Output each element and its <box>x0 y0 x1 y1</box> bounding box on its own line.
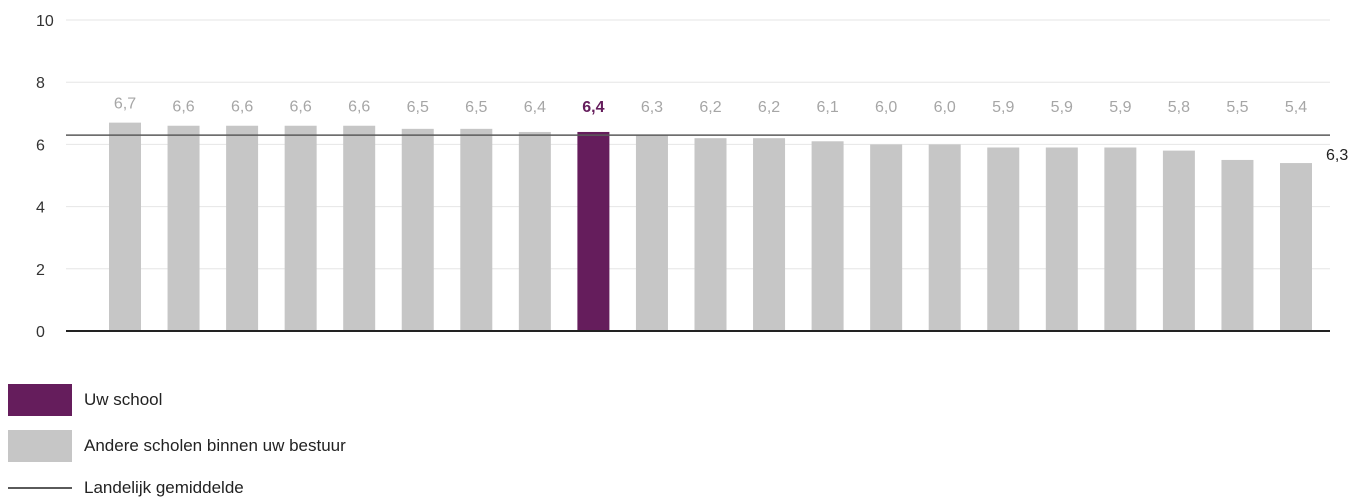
bar-value-label: 5,9 <box>1051 99 1073 116</box>
bar-value-label: 6,4 <box>582 99 604 116</box>
bar-value-label: 6,5 <box>465 99 487 116</box>
bar-value-label: 5,9 <box>992 99 1014 116</box>
bar-value-label: 6,0 <box>875 99 897 116</box>
bar-value-label: 6,0 <box>934 99 956 116</box>
y-tick-label: 0 <box>36 324 45 341</box>
bar-value-label: 6,5 <box>407 99 429 116</box>
bar <box>460 128 493 331</box>
bar-chart: 0 2 4 6 8 10 6,7 6,6 6,6 6,6 6,6 6,5 6,5 6,4 6,4 6,3 6,2… <box>36 13 1348 341</box>
bar-value-label: 6,6 <box>231 99 253 116</box>
bar-value-label: 5,9 <box>1109 99 1131 116</box>
bar <box>284 125 317 332</box>
legend-item-andere-scholen: Andere scholen binnen uw bestuur <box>8 430 346 462</box>
bar <box>1162 150 1195 331</box>
reference-line-label: 6,3 <box>1326 147 1348 164</box>
bar-value-label: 6,4 <box>524 99 546 116</box>
bar <box>343 125 376 332</box>
bar <box>109 122 141 331</box>
bar <box>1221 159 1254 331</box>
legend-line-landelijk-gemiddelde <box>8 487 72 489</box>
legend-swatch-uw-school <box>8 384 72 416</box>
legend-swatch-andere-scholen <box>8 430 72 462</box>
bar-value-label: 5,4 <box>1285 99 1307 116</box>
legend-item-landelijk-gemiddelde: Landelijk gemiddelde <box>8 476 244 500</box>
legend-label: Landelijk gemiddelde <box>84 478 244 497</box>
bar-value-label: 5,5 <box>1226 99 1248 116</box>
bar <box>226 125 259 332</box>
legend-item-uw-school: Uw school <box>8 384 162 416</box>
bar <box>167 125 200 332</box>
bar <box>401 128 434 331</box>
y-tick-label: 4 <box>36 200 45 217</box>
bar <box>753 138 786 331</box>
bar <box>518 131 551 331</box>
legend-label: Uw school <box>84 390 163 409</box>
bar-value-label: 5,8 <box>1168 99 1190 116</box>
bar <box>928 144 961 331</box>
bar-value-label: 6,6 <box>172 99 194 116</box>
y-tick-label: 6 <box>36 137 45 154</box>
bar-value-label: 6,2 <box>758 99 780 116</box>
bar <box>987 147 1020 331</box>
y-tick-label: 2 <box>36 262 45 279</box>
bar <box>1104 147 1137 331</box>
bar <box>635 135 668 331</box>
y-tick-label: 10 <box>36 13 54 30</box>
bar-value-label: 6,6 <box>290 99 312 116</box>
bar-value-label: 6,6 <box>348 99 370 116</box>
bar-value-label: 6,7 <box>114 96 136 113</box>
bar-value-label: 6,2 <box>699 99 721 116</box>
bar <box>694 138 727 331</box>
bar-uw-school <box>577 131 610 331</box>
bar <box>1045 147 1078 331</box>
bar-value-label: 6,1 <box>816 99 838 116</box>
legend-label: Andere scholen binnen uw bestuur <box>84 436 346 455</box>
y-tick-label: 8 <box>36 75 45 92</box>
bar <box>1280 163 1312 331</box>
bar <box>870 144 903 331</box>
bar-value-label: 6,3 <box>641 99 663 116</box>
bar <box>811 141 844 331</box>
